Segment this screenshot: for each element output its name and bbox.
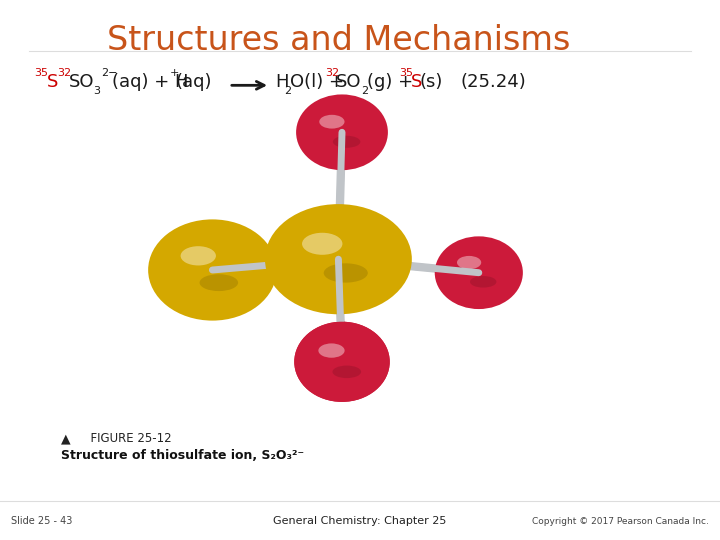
Ellipse shape — [181, 246, 216, 266]
Text: H: H — [275, 73, 289, 91]
Text: +: + — [170, 68, 179, 78]
Text: FIGURE 25-12: FIGURE 25-12 — [83, 433, 171, 446]
Ellipse shape — [333, 136, 360, 148]
Ellipse shape — [319, 115, 345, 129]
Text: Copyright © 2017 Pearson Canada Inc.: Copyright © 2017 Pearson Canada Inc. — [532, 517, 709, 526]
Ellipse shape — [294, 322, 390, 402]
Text: O(l) +: O(l) + — [290, 73, 350, 91]
Text: S: S — [410, 73, 422, 91]
Text: 35: 35 — [399, 68, 413, 78]
Text: 2: 2 — [361, 86, 369, 96]
Ellipse shape — [318, 343, 345, 357]
Ellipse shape — [265, 204, 412, 314]
Ellipse shape — [470, 276, 496, 288]
Text: (aq): (aq) — [176, 73, 212, 91]
Text: (aq) + H: (aq) + H — [112, 73, 188, 91]
Ellipse shape — [333, 366, 361, 378]
Ellipse shape — [302, 233, 343, 255]
Text: 32: 32 — [57, 68, 71, 78]
Text: ▲: ▲ — [61, 433, 71, 446]
Text: (25.24): (25.24) — [461, 73, 526, 91]
Text: Slide 25 - 43: Slide 25 - 43 — [11, 516, 72, 526]
Text: S: S — [47, 73, 58, 91]
Ellipse shape — [148, 219, 276, 321]
Ellipse shape — [294, 322, 390, 402]
Text: 35: 35 — [34, 68, 48, 78]
Text: 2: 2 — [284, 86, 292, 96]
Text: SO: SO — [68, 73, 94, 91]
Ellipse shape — [457, 256, 481, 269]
Text: (g) +: (g) + — [367, 73, 419, 91]
Text: 3: 3 — [94, 86, 101, 96]
Ellipse shape — [296, 94, 388, 170]
Ellipse shape — [333, 366, 361, 378]
Text: Structures and Mechanisms: Structures and Mechanisms — [107, 24, 570, 57]
Ellipse shape — [324, 264, 368, 282]
Ellipse shape — [199, 274, 238, 291]
Ellipse shape — [318, 343, 345, 357]
Text: General Chemistry: Chapter 25: General Chemistry: Chapter 25 — [274, 516, 446, 526]
Text: 32: 32 — [325, 68, 339, 78]
Text: (s): (s) — [419, 73, 442, 91]
Text: Structure of thiosulfate ion, S₂O₃²⁻: Structure of thiosulfate ion, S₂O₃²⁻ — [61, 449, 305, 462]
Text: 2−: 2− — [101, 68, 117, 78]
Ellipse shape — [435, 237, 523, 309]
Text: SO: SO — [336, 73, 361, 91]
